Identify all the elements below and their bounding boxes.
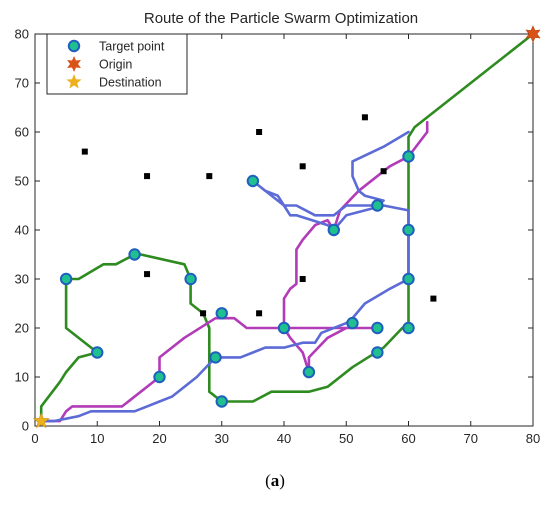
x-tick-label: 30 (215, 431, 229, 446)
origin-destination-layer (32, 25, 541, 429)
legend-target-point-icon (67, 39, 81, 53)
x-tick-label: 20 (152, 431, 166, 446)
y-tick-label: 40 (15, 223, 29, 238)
legend-destination-icon (66, 74, 82, 89)
obstacle-marker (200, 310, 207, 317)
figure-caption: (a) (265, 471, 285, 490)
route-line-3 (39, 130, 410, 423)
obstacle-marker (380, 168, 387, 175)
y-tick-label: 70 (15, 76, 29, 91)
target-point-marker (402, 150, 415, 163)
origin-marker (525, 25, 541, 43)
x-tick-label: 70 (464, 431, 478, 446)
target-point-marker (91, 346, 104, 359)
obstacle-layer (81, 114, 437, 317)
target-point-marker (215, 307, 228, 320)
y-tick-label: 0 (22, 419, 29, 434)
obstacle-marker (430, 295, 437, 302)
target-point-marker (59, 272, 73, 286)
obstacle-marker (299, 163, 306, 170)
y-tick-label: 30 (15, 272, 29, 287)
obstacle-marker (144, 271, 151, 278)
legend-entry-label: Target point (99, 40, 165, 54)
target-point-layer (59, 150, 415, 408)
legend-entry-label: Destination (99, 76, 162, 90)
target-point-marker (371, 199, 384, 212)
target-point-marker (277, 321, 291, 335)
legend: Target point Origin Destination (46, 33, 188, 95)
obstacle-marker (144, 173, 151, 180)
obstacle-marker (299, 276, 306, 282)
x-tick-label: 10 (90, 431, 104, 446)
plot-axes: 0 10 20 30 40 50 60 70 80 0 10 20 30 40 50 60 70 80 (15, 27, 541, 447)
y-tick-label: 50 (15, 174, 29, 189)
chart-title: Route of the Particle Swarm Optimization (144, 10, 418, 27)
obstacle-marker (361, 114, 368, 121)
target-point-marker (184, 272, 197, 286)
caption-label: a (270, 471, 280, 490)
y-tick-label: 10 (15, 370, 29, 385)
target-point-marker (327, 223, 340, 237)
target-point-marker (215, 395, 228, 408)
target-point-marker (128, 248, 141, 261)
target-point-marker (246, 174, 260, 188)
target-point-marker (302, 365, 316, 379)
target-point-marker (402, 223, 415, 237)
x-tick-label: 50 (339, 431, 353, 446)
legend-origin-icon (67, 56, 81, 72)
y-tick-label: 20 (15, 321, 29, 336)
x-tick-label: 40 (277, 431, 291, 446)
chart-figure: Route of the Particle Swarm Optimization… (15, 10, 541, 447)
y-tick-label: 60 (15, 125, 29, 140)
target-point-marker (402, 272, 415, 286)
obstacle-marker (256, 129, 263, 135)
target-point-marker (209, 351, 222, 364)
obstacle-marker (81, 148, 88, 155)
destination-marker (32, 412, 50, 429)
x-tick-label: 80 (526, 431, 540, 446)
target-point-marker (402, 321, 415, 335)
obstacle-marker (256, 310, 263, 317)
target-point-marker (346, 316, 359, 330)
target-point-marker (371, 346, 384, 359)
target-point-marker (371, 321, 384, 335)
x-tick-label: 0 (31, 431, 38, 446)
x-tick-label: 60 (401, 431, 415, 446)
route-line-2 (39, 120, 429, 423)
legend-entry-label: Origin (99, 58, 132, 72)
target-point-marker (153, 370, 166, 384)
obstacle-marker (206, 173, 213, 180)
y-tick-label: 80 (15, 27, 29, 42)
